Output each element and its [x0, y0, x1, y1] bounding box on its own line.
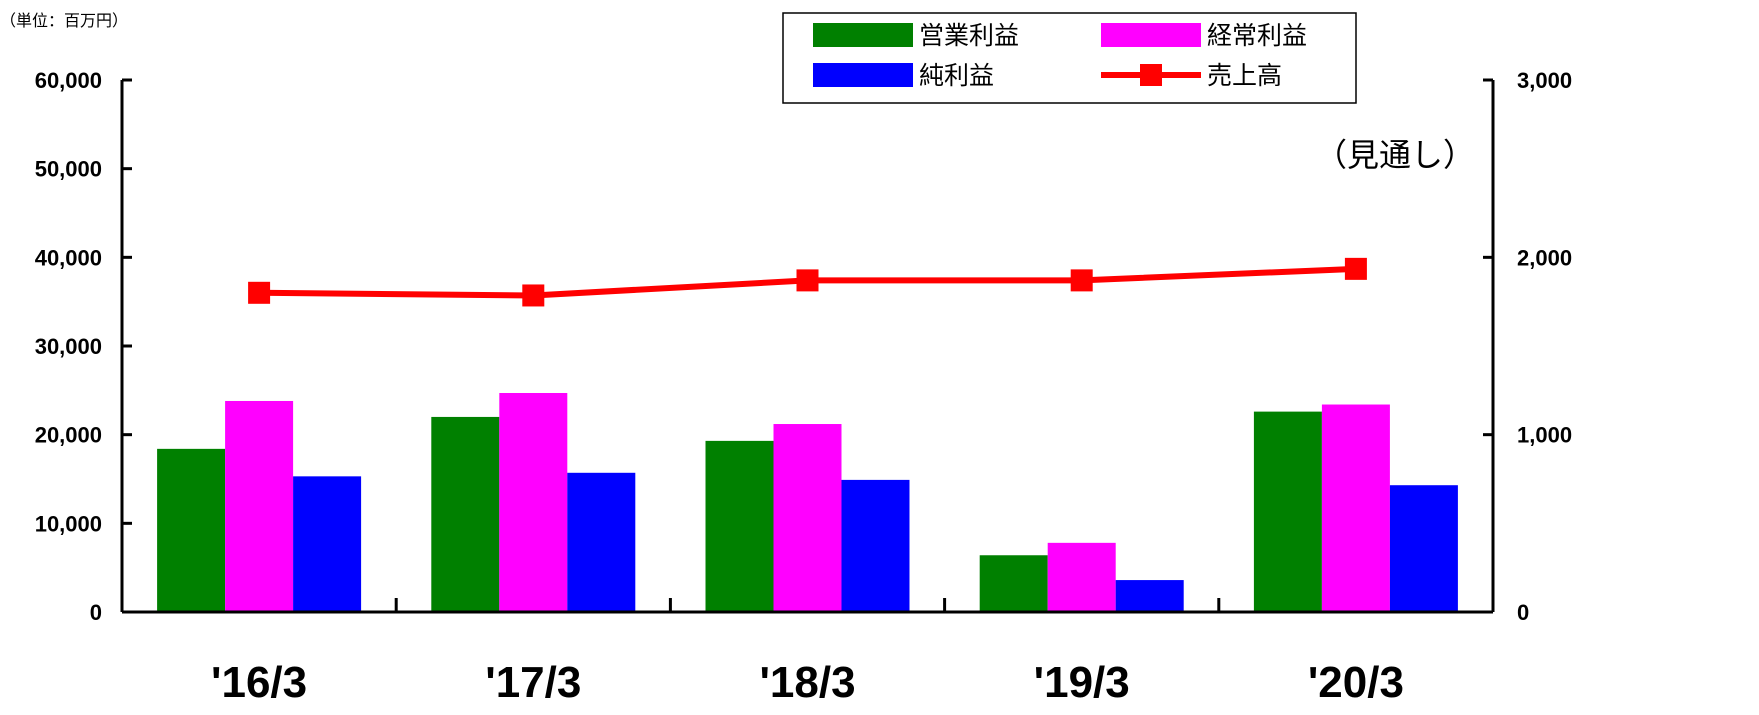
legend-label: 営業利益 [919, 21, 1019, 50]
bar [705, 440, 774, 612]
bar [293, 476, 362, 612]
plot-area: 0 10,000 20,000 30,000 40,000 50,000 60,000 0 1,… [35, 68, 1572, 707]
forecast-annotation: （見通し） [1315, 136, 1475, 174]
line-marker [796, 269, 819, 292]
right-tick-label: 0 [1517, 600, 1529, 625]
left-tick-label: 50,000 [35, 157, 102, 182]
bar [499, 392, 568, 612]
bar [1047, 542, 1116, 612]
right-tick-label: 1,000 [1517, 423, 1572, 448]
x-tick-label: '20/3 [1308, 658, 1404, 707]
left-tick-label: 20,000 [35, 423, 102, 448]
legend-label: 経常利益 [1207, 21, 1307, 50]
line-marker [522, 284, 545, 307]
legend-label: 純利益 [919, 61, 994, 90]
left-tick-label: 30,000 [35, 334, 102, 359]
legend-marker [1140, 64, 1162, 86]
unit-label: （単位：百万円） [0, 11, 128, 30]
x-tick-label: '17/3 [485, 658, 581, 707]
legend-swatch [1101, 23, 1201, 47]
left-tick-label: 10,000 [35, 511, 102, 536]
bar [1321, 404, 1390, 612]
bar [1115, 580, 1184, 612]
bar [841, 479, 910, 612]
left-tick-label: 60,000 [35, 68, 102, 93]
line-marker [248, 281, 271, 304]
bar [773, 424, 842, 612]
left-tick-label: 40,000 [35, 245, 102, 270]
bar [567, 472, 636, 612]
left-tick-label: 0 [90, 600, 102, 625]
bar [225, 400, 294, 612]
legend-label: 売上高 [1207, 61, 1282, 90]
bar [1253, 411, 1322, 612]
legend-swatch [813, 23, 913, 47]
bar [157, 448, 226, 612]
legend-swatch [813, 63, 913, 87]
right-tick-label: 3,000 [1517, 68, 1572, 93]
bar [1389, 485, 1458, 612]
x-tick-label: '18/3 [759, 658, 855, 707]
x-tick-label: '19/3 [1034, 658, 1130, 707]
line-marker [1070, 269, 1093, 292]
right-tick-label: 2,000 [1517, 245, 1572, 270]
line-marker [1344, 257, 1367, 280]
bar [431, 416, 500, 612]
x-tick-label: '16/3 [211, 658, 307, 707]
bar [979, 555, 1048, 612]
